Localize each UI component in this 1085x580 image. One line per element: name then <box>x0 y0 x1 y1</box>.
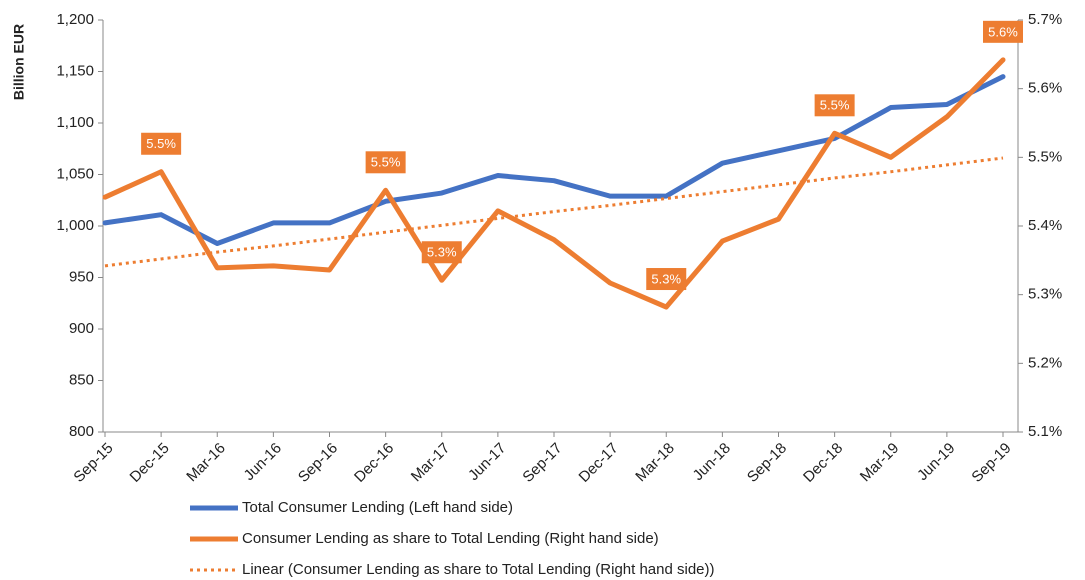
data-label-box <box>365 151 406 174</box>
x-tick-label: Mar-19 <box>857 440 903 486</box>
x-tick-label: Jun-17 <box>465 440 509 484</box>
x-tick-label: Sep-19 <box>968 440 1014 486</box>
data-label: 5.6% <box>988 24 1018 39</box>
y2-tick-label: 5.5% <box>1028 148 1062 165</box>
y-tick-label: 1,200 <box>56 11 94 28</box>
y-tick-label: 1,000 <box>56 217 94 234</box>
x-tick-label: Mar-16 <box>183 440 229 486</box>
data-label: 5.3% <box>651 271 681 286</box>
y2-tick-label: 5.4% <box>1028 217 1062 234</box>
data-label-box <box>421 241 462 264</box>
x-tick-label: Mar-17 <box>408 440 454 486</box>
x-tick-label: Dec-15 <box>127 440 173 486</box>
x-tick-label: Dec-16 <box>351 440 397 486</box>
legend-label: Linear (Consumer Lending as share to Tot… <box>242 561 715 578</box>
y-tick-label: 900 <box>69 320 94 337</box>
series-line <box>102 74 1006 247</box>
data-label-box <box>646 268 687 291</box>
x-tick-label: Sep-15 <box>70 440 116 486</box>
y2-tick-label: 5.7% <box>1028 11 1062 28</box>
y2-tick-label: 5.3% <box>1028 286 1062 303</box>
x-tick-label: Jun-16 <box>241 440 285 484</box>
y2-tick-label: 5.2% <box>1028 354 1062 371</box>
legend-label: Total Consumer Lending (Left hand side) <box>242 499 513 516</box>
y-tick-label: 800 <box>69 423 94 440</box>
y-tick-label: 850 <box>69 371 94 388</box>
data-label-box <box>983 20 1023 43</box>
x-tick-label: Jun-19 <box>914 440 958 484</box>
data-label-box <box>814 94 855 117</box>
x-tick-label: Mar-18 <box>632 440 678 486</box>
x-tick-label: Sep-18 <box>744 440 790 486</box>
data-label: 5.3% <box>427 245 457 260</box>
data-label: 5.5% <box>146 136 176 151</box>
y-tick-label: 1,050 <box>56 165 94 182</box>
x-tick-label: Sep-16 <box>295 440 341 486</box>
series-line <box>102 57 1006 310</box>
data-label: 5.5% <box>820 98 850 113</box>
x-tick-label: Dec-18 <box>800 440 846 486</box>
data-label-box <box>141 132 182 155</box>
y-tick-label: 1,150 <box>56 62 94 79</box>
x-tick-label: Jun-18 <box>690 440 734 484</box>
data-label: 5.5% <box>371 155 401 170</box>
y2-tick-label: 5.6% <box>1028 80 1062 97</box>
x-tick-label: Dec-17 <box>576 440 622 486</box>
y2-tick-label: 5.1% <box>1028 423 1062 440</box>
y-axis-label: Billion EUR <box>11 24 27 100</box>
x-tick-label: Sep-17 <box>519 440 565 486</box>
y-tick-label: 950 <box>69 268 94 285</box>
series-line <box>104 156 1004 268</box>
legend-label: Consumer Lending as share to Total Lendi… <box>242 530 659 547</box>
y-tick-label: 1,100 <box>56 114 94 131</box>
